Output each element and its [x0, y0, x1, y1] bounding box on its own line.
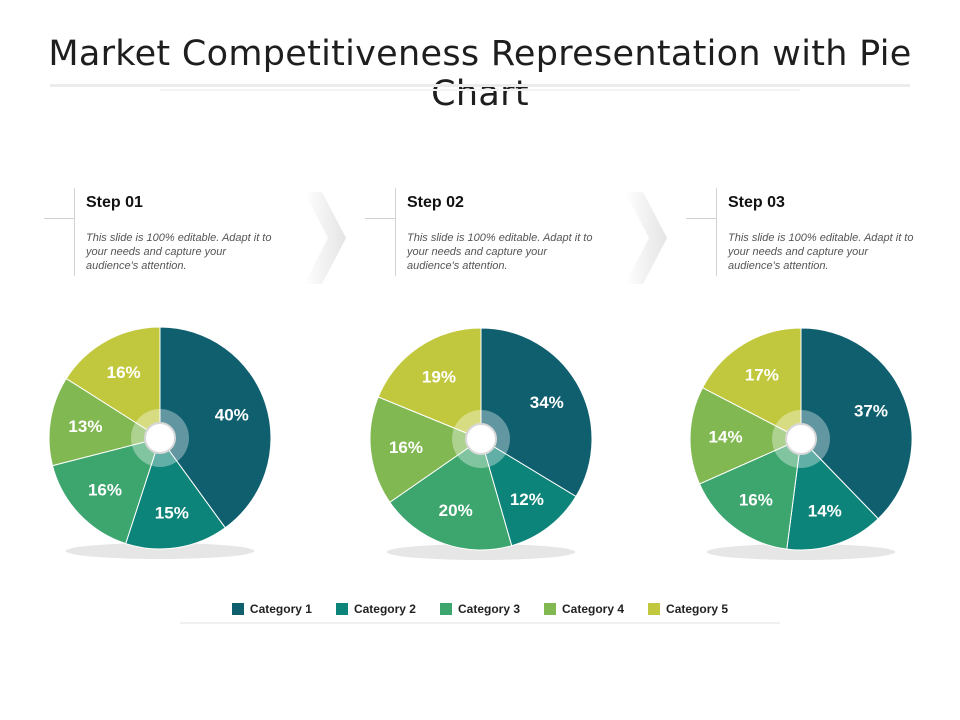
legend-item: Category 5 — [648, 602, 728, 616]
step-connector — [686, 218, 716, 219]
slice-label: 16% — [107, 363, 141, 382]
pie-slice — [480, 437, 577, 547]
legend-label: Category 1 — [249, 602, 312, 616]
legend-swatch — [544, 603, 557, 615]
legend-item: Category 3 — [439, 602, 521, 616]
legend-divider — [180, 622, 780, 624]
pie-shadow — [706, 544, 896, 560]
pie-slice — [65, 326, 161, 439]
pie-shadow — [65, 543, 255, 559]
step-heading: Step 03 — [728, 194, 785, 211]
pie-slice — [480, 327, 593, 498]
step-description: This slide is 100% editable. Adapt it to… — [86, 232, 272, 272]
pie-chart-3: 37% 14% 16% 14% 17% — [689, 327, 913, 560]
title-divider — [50, 84, 910, 87]
title-divider-shadow — [160, 89, 800, 91]
pie-chart-2: 34% 12% 20% 16% 19% — [369, 327, 593, 560]
slice-label: 12% — [510, 490, 544, 509]
slice-label: 13% — [68, 417, 102, 436]
slice-label: 14% — [709, 428, 743, 447]
chevron-right-icon — [625, 192, 667, 284]
pie-slice — [800, 327, 913, 520]
legend-label: Category 5 — [666, 602, 729, 616]
pie-slice — [369, 396, 483, 503]
slice-label: 37% — [854, 402, 888, 421]
step-connector — [44, 218, 74, 219]
step-divider — [395, 188, 396, 276]
step-heading: Step 01 — [86, 194, 143, 211]
slice-label: 34% — [530, 393, 564, 412]
slice-label: 15% — [155, 504, 189, 523]
pie-slice — [698, 438, 802, 550]
slice-label: 17% — [745, 365, 779, 384]
legend-item: Category 2 — [335, 602, 416, 616]
step-divider — [716, 188, 717, 276]
legend-label: Category 2 — [353, 602, 416, 616]
page-title: Market Competitiveness Representation wi… — [48, 34, 912, 114]
step-description: This slide is 100% editable. Adapt it to… — [728, 232, 914, 272]
legend-swatch — [439, 603, 452, 615]
center-hole — [144, 422, 176, 454]
center-hole — [785, 423, 817, 455]
slice-label: 20% — [439, 501, 473, 520]
pie-slice — [48, 377, 162, 467]
step-description: This slide is 100% editable. Adapt it to… — [407, 232, 593, 272]
legend-label: Category 4 — [562, 602, 625, 616]
slice-label: 14% — [808, 502, 842, 521]
step-heading: Step 02 — [407, 194, 464, 211]
legend-swatch — [231, 603, 244, 615]
legend-label: Category 3 — [457, 602, 521, 616]
pie-slice — [701, 327, 802, 440]
pie-slice — [159, 326, 272, 529]
step-connector — [365, 218, 395, 219]
slice-label: 19% — [422, 367, 456, 386]
legend-item: Category 1 — [231, 602, 312, 616]
center-hole — [465, 423, 497, 455]
pie-slice — [377, 327, 482, 440]
pie-slice — [51, 437, 161, 545]
step-divider — [74, 188, 75, 276]
slice-label: 16% — [88, 481, 122, 500]
pie-charts: 40% 15% 16% 13% 16% 34% 12% 20% 16% 19% 37% 14% 16% 1… — [48, 326, 913, 560]
slice-label: 16% — [739, 490, 773, 509]
pie-chart-1: 40% 15% 16% 13% 16% — [48, 326, 272, 559]
legend-swatch — [335, 603, 348, 615]
chart-legend: Category 1 Category 2 Category 3 Categor… — [0, 602, 960, 616]
pie-slice — [689, 386, 803, 485]
slice-label: 16% — [389, 438, 423, 457]
legend-swatch — [648, 603, 661, 615]
chevron-right-icon — [304, 192, 346, 284]
pie-slice — [389, 438, 513, 551]
pie-shadow — [386, 544, 576, 560]
pie-slice — [125, 436, 226, 550]
slice-label: 40% — [215, 406, 249, 425]
pie-slice — [786, 437, 879, 551]
legend-item: Category 4 — [544, 602, 624, 616]
